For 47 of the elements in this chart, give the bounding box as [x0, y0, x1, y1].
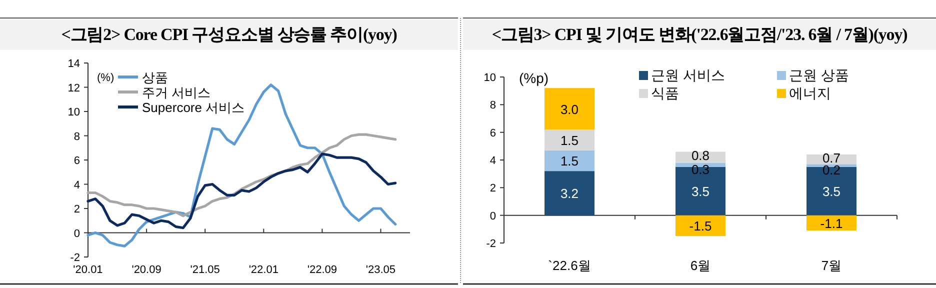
- y-tick-label: 8: [490, 100, 496, 112]
- x-tick-label: '21.05: [190, 264, 220, 276]
- x-tick-label: '23.05: [366, 264, 396, 276]
- y-tick-label: 8: [74, 130, 80, 143]
- chart-title: <그림3> CPI 및 기여도 변화('22.6월고점/'23. 6월 / 7월)(yoy): [492, 25, 908, 44]
- data-label: -1.5: [689, 218, 712, 234]
- data-label: 0.7: [822, 150, 841, 166]
- y-tick-label: 0: [490, 210, 496, 222]
- x-tick-label: 6월: [690, 258, 711, 273]
- data-label: 3.5: [691, 184, 710, 200]
- legend-label: 상품: [142, 70, 168, 85]
- y-tick-label: 2: [74, 204, 80, 216]
- y-tick-label: 10: [68, 106, 80, 118]
- y-tick-label: 4: [490, 155, 496, 167]
- y-tick-label: 12: [68, 82, 80, 94]
- legend-label: 근원 상품: [789, 67, 849, 83]
- data-label: 3.2: [560, 186, 579, 202]
- data-label: 0.2: [822, 162, 841, 178]
- legend-label: 근원 서비스: [651, 67, 725, 83]
- x-tick-label: '22.09: [307, 264, 337, 276]
- x-tick-label: '20.09: [132, 264, 162, 276]
- y-tick-label: 4: [74, 179, 80, 192]
- y-tick-label: 6: [490, 127, 496, 140]
- data-label: 1.5: [560, 132, 579, 148]
- y-tick-label: -2: [486, 238, 496, 250]
- y-axis-title: (%p): [519, 70, 549, 86]
- y-tick-label: 0: [74, 228, 80, 240]
- x-tick-label: '20.01: [73, 264, 103, 276]
- x-tick-label: '22.01: [248, 264, 278, 276]
- y-tick-label: -2: [70, 252, 80, 264]
- y-axis-title: (%): [97, 72, 114, 84]
- chart-title: <그림2> Core CPI 구성요소별 상승률 추이(yoy): [61, 25, 397, 44]
- data-label: 3.0: [560, 102, 579, 117]
- x-tick-label: `22.6월: [548, 258, 591, 273]
- data-label: 1.5: [560, 154, 579, 169]
- y-tick-label: 14: [68, 58, 80, 70]
- x-tick-label: 7월: [821, 258, 842, 273]
- y-tick-label: 6: [74, 155, 80, 167]
- y-tick-label: 10: [484, 72, 496, 84]
- y-tick-label: 2: [490, 182, 496, 195]
- data-label: 3.5: [822, 184, 841, 200]
- legend-label: 에너지: [789, 85, 831, 101]
- data-label: -1.1: [820, 216, 843, 231]
- legend-label: 식품: [651, 85, 679, 101]
- legend-label: 주거 서비스: [142, 85, 211, 100]
- legend-label: Supercore 서비스: [142, 100, 245, 115]
- data-label: 0.8: [691, 148, 710, 164]
